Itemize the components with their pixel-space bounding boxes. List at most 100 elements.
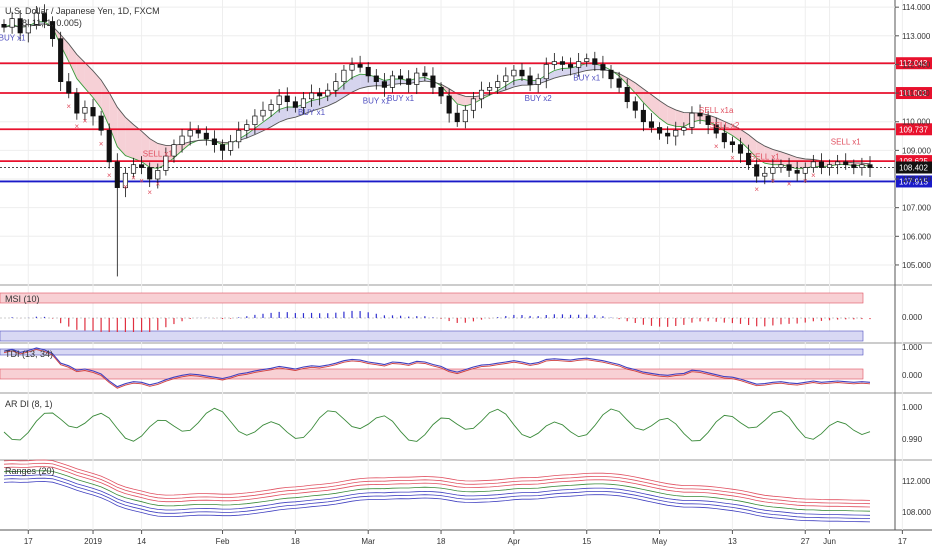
candle-body bbox=[746, 152, 752, 166]
candle-body bbox=[543, 64, 549, 80]
ma-band-segment bbox=[675, 109, 684, 127]
y-tick-label: 110.000 bbox=[902, 118, 931, 127]
candle-body bbox=[681, 127, 687, 131]
candle-body bbox=[470, 98, 476, 111]
price-level-tag bbox=[896, 123, 932, 136]
tdi-signal-line bbox=[3, 349, 871, 389]
candle-body bbox=[576, 61, 582, 68]
buy-signal-label: BUY x2 bbox=[525, 94, 553, 103]
y-tick-label: 114.000 bbox=[902, 3, 931, 12]
low-marker: × bbox=[754, 185, 759, 194]
candle-body bbox=[74, 92, 80, 114]
ma-band-segment bbox=[643, 88, 652, 111]
candle-body bbox=[163, 155, 169, 171]
candle-body bbox=[211, 138, 217, 145]
candle-body bbox=[260, 109, 266, 117]
x-tick-label: Mar bbox=[361, 537, 375, 546]
msi-lower-band bbox=[0, 330, 864, 342]
buy-signal-label: BUY x1 bbox=[387, 94, 415, 103]
low-marker: × bbox=[147, 188, 152, 197]
ma-band-segment bbox=[764, 146, 773, 165]
low-marker: × bbox=[771, 177, 776, 186]
ranges-band-line bbox=[3, 470, 871, 512]
candle-body bbox=[276, 95, 282, 105]
candle-body bbox=[818, 161, 824, 168]
low-marker: × bbox=[155, 179, 160, 188]
sell-signal-label: SELL x1 bbox=[143, 149, 173, 158]
candle-body bbox=[155, 170, 161, 180]
candle-body bbox=[729, 141, 735, 145]
candle-body bbox=[9, 18, 15, 28]
candle-body bbox=[284, 95, 290, 103]
candle-body bbox=[527, 75, 533, 85]
ma-band-segment bbox=[125, 117, 134, 159]
sell-signal-label: SELL x1 bbox=[750, 152, 780, 161]
candle-body bbox=[317, 92, 323, 97]
msi-upper-band bbox=[0, 292, 864, 304]
x-tick-label: Feb bbox=[216, 537, 230, 546]
candle-body bbox=[414, 72, 420, 85]
sell-signal-label: SELL x2 bbox=[21, 0, 51, 1]
candle-body bbox=[333, 81, 339, 91]
candle-body bbox=[592, 58, 598, 65]
candle-body bbox=[640, 109, 646, 123]
ranges-tick-label-bottom: 108.000 bbox=[902, 508, 931, 517]
symbol-title: U.S. Dollar / Japanese Yen, 1D, FXCM bbox=[5, 6, 160, 16]
candle-body bbox=[114, 161, 120, 188]
low-marker: × bbox=[66, 102, 71, 111]
ma-band-segment bbox=[457, 93, 466, 106]
ma-band-segment bbox=[109, 92, 118, 147]
low-marker: × bbox=[99, 139, 104, 148]
indicator-layer bbox=[0, 292, 871, 523]
buy-signal-label: BUY x1 bbox=[298, 108, 326, 117]
x-tick-label: 13 bbox=[728, 537, 737, 546]
candle-body bbox=[244, 124, 250, 131]
candle-body bbox=[90, 107, 96, 117]
candle-body bbox=[657, 127, 663, 134]
candle-body bbox=[826, 164, 833, 168]
ma-band-segment bbox=[659, 100, 668, 125]
candle-body bbox=[487, 87, 493, 91]
candle-body bbox=[82, 107, 88, 114]
candle-body bbox=[584, 58, 590, 62]
tdi-upper-band bbox=[0, 348, 864, 356]
candle-body bbox=[309, 92, 315, 100]
candle-body bbox=[195, 129, 201, 134]
candle-body bbox=[786, 164, 792, 171]
ma-band-segment bbox=[748, 134, 757, 159]
candle-body bbox=[721, 132, 727, 143]
candle-body bbox=[608, 69, 614, 80]
y-tick-label: 113.000 bbox=[902, 32, 931, 41]
candle-body bbox=[228, 141, 234, 151]
tdi-tick-label-bottom: 0.000 bbox=[902, 371, 923, 380]
candle-body bbox=[503, 75, 509, 82]
ma-band-segment bbox=[319, 96, 328, 109]
ma-band-segment bbox=[246, 128, 255, 139]
ma-band-segment bbox=[262, 116, 272, 131]
ranges-band-line bbox=[3, 477, 871, 519]
low-marker: × bbox=[787, 179, 792, 188]
candle-body bbox=[551, 61, 557, 65]
y-tick-label: 112.000 bbox=[902, 60, 931, 69]
ma-band-segment bbox=[352, 74, 361, 93]
candle-body bbox=[559, 61, 565, 65]
indicator-params: 8, 11, 1, 0.005) bbox=[22, 18, 82, 28]
low-marker: × bbox=[803, 177, 808, 186]
candle-body bbox=[713, 124, 719, 134]
candle-body bbox=[1, 23, 7, 28]
candle-body bbox=[357, 64, 363, 68]
candle-body bbox=[187, 129, 193, 137]
buy-signal-label: BUY x1 bbox=[0, 34, 26, 43]
ma-band-segment bbox=[84, 62, 94, 98]
candle-body bbox=[616, 78, 622, 88]
candle-body bbox=[778, 164, 784, 168]
candle-body bbox=[58, 38, 64, 82]
ma-band-segment bbox=[586, 63, 595, 71]
low-marker: × bbox=[83, 116, 88, 125]
candle-body bbox=[398, 75, 404, 80]
low-marker: × bbox=[714, 142, 719, 151]
candle-body bbox=[268, 104, 274, 111]
